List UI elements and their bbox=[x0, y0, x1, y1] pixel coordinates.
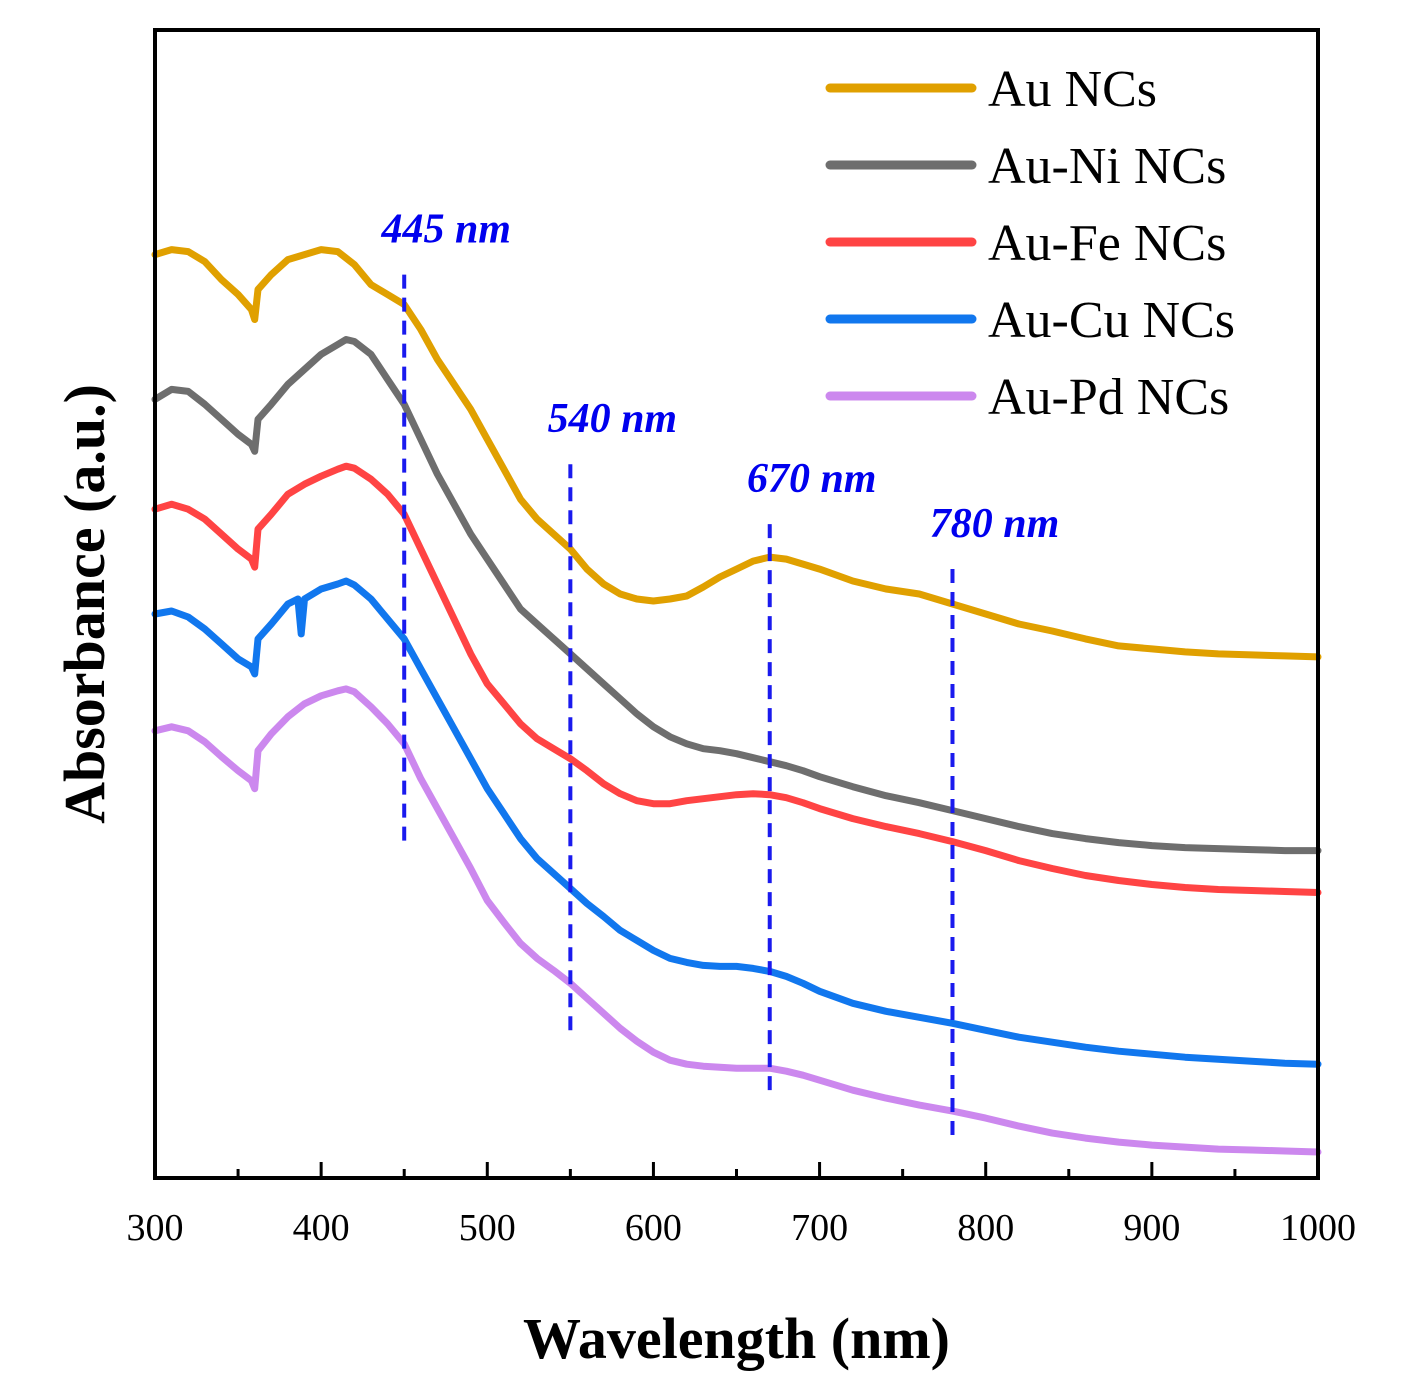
legend-label-2[interactable]: Au-Fe NCs bbox=[988, 215, 1226, 272]
x-tick-label-5: 800 bbox=[957, 1207, 1014, 1249]
x-tick-label-3: 600 bbox=[625, 1207, 682, 1249]
annotation-label-2: 670 nm bbox=[747, 456, 877, 502]
series-line-3 bbox=[151, 577, 1322, 1068]
series-line-0 bbox=[151, 246, 1322, 661]
x-axis-title: Wavelength (nm) bbox=[523, 1306, 950, 1371]
series-line-4 bbox=[151, 685, 1322, 1156]
series-lines bbox=[151, 246, 1322, 1156]
legend-label-1[interactable]: Au-Ni NCs bbox=[988, 138, 1226, 195]
x-tick-label-1: 400 bbox=[293, 1207, 350, 1249]
x-tick-label-4: 700 bbox=[791, 1207, 848, 1249]
legend-label-3[interactable]: Au-Cu NCs bbox=[988, 292, 1235, 349]
legend-label-0[interactable]: Au NCs bbox=[988, 61, 1157, 118]
y-axis-title: Absorbance (a.u.) bbox=[52, 384, 117, 824]
series-line-2 bbox=[151, 462, 1322, 896]
annotations: 445 nm 540 nm 670 nm 780 nm bbox=[380, 207, 1060, 1139]
x-tick-label-6: 900 bbox=[1123, 1207, 1180, 1249]
plot-frame bbox=[153, 28, 1320, 1180]
annotation-label-0: 445 nm bbox=[380, 207, 511, 253]
legend[interactable]: Au NCs Au-Ni NCs Au-Fe NCs Au-Cu NCs Au-Pd N… bbox=[825, 61, 1235, 426]
annotation-label-1: 540 nm bbox=[548, 396, 678, 442]
x-tick-label-2: 500 bbox=[459, 1207, 516, 1249]
annotation-label-3: 780 nm bbox=[930, 501, 1060, 547]
x-tick-label-7: 1000 bbox=[1280, 1207, 1356, 1249]
axes: 300 400 500 600 700 800 900 1000 bbox=[127, 28, 1356, 1249]
series-line-1 bbox=[151, 336, 1322, 855]
x-tick-label-0: 300 bbox=[127, 1207, 184, 1249]
legend-label-4[interactable]: Au-Pd NCs bbox=[988, 369, 1229, 426]
